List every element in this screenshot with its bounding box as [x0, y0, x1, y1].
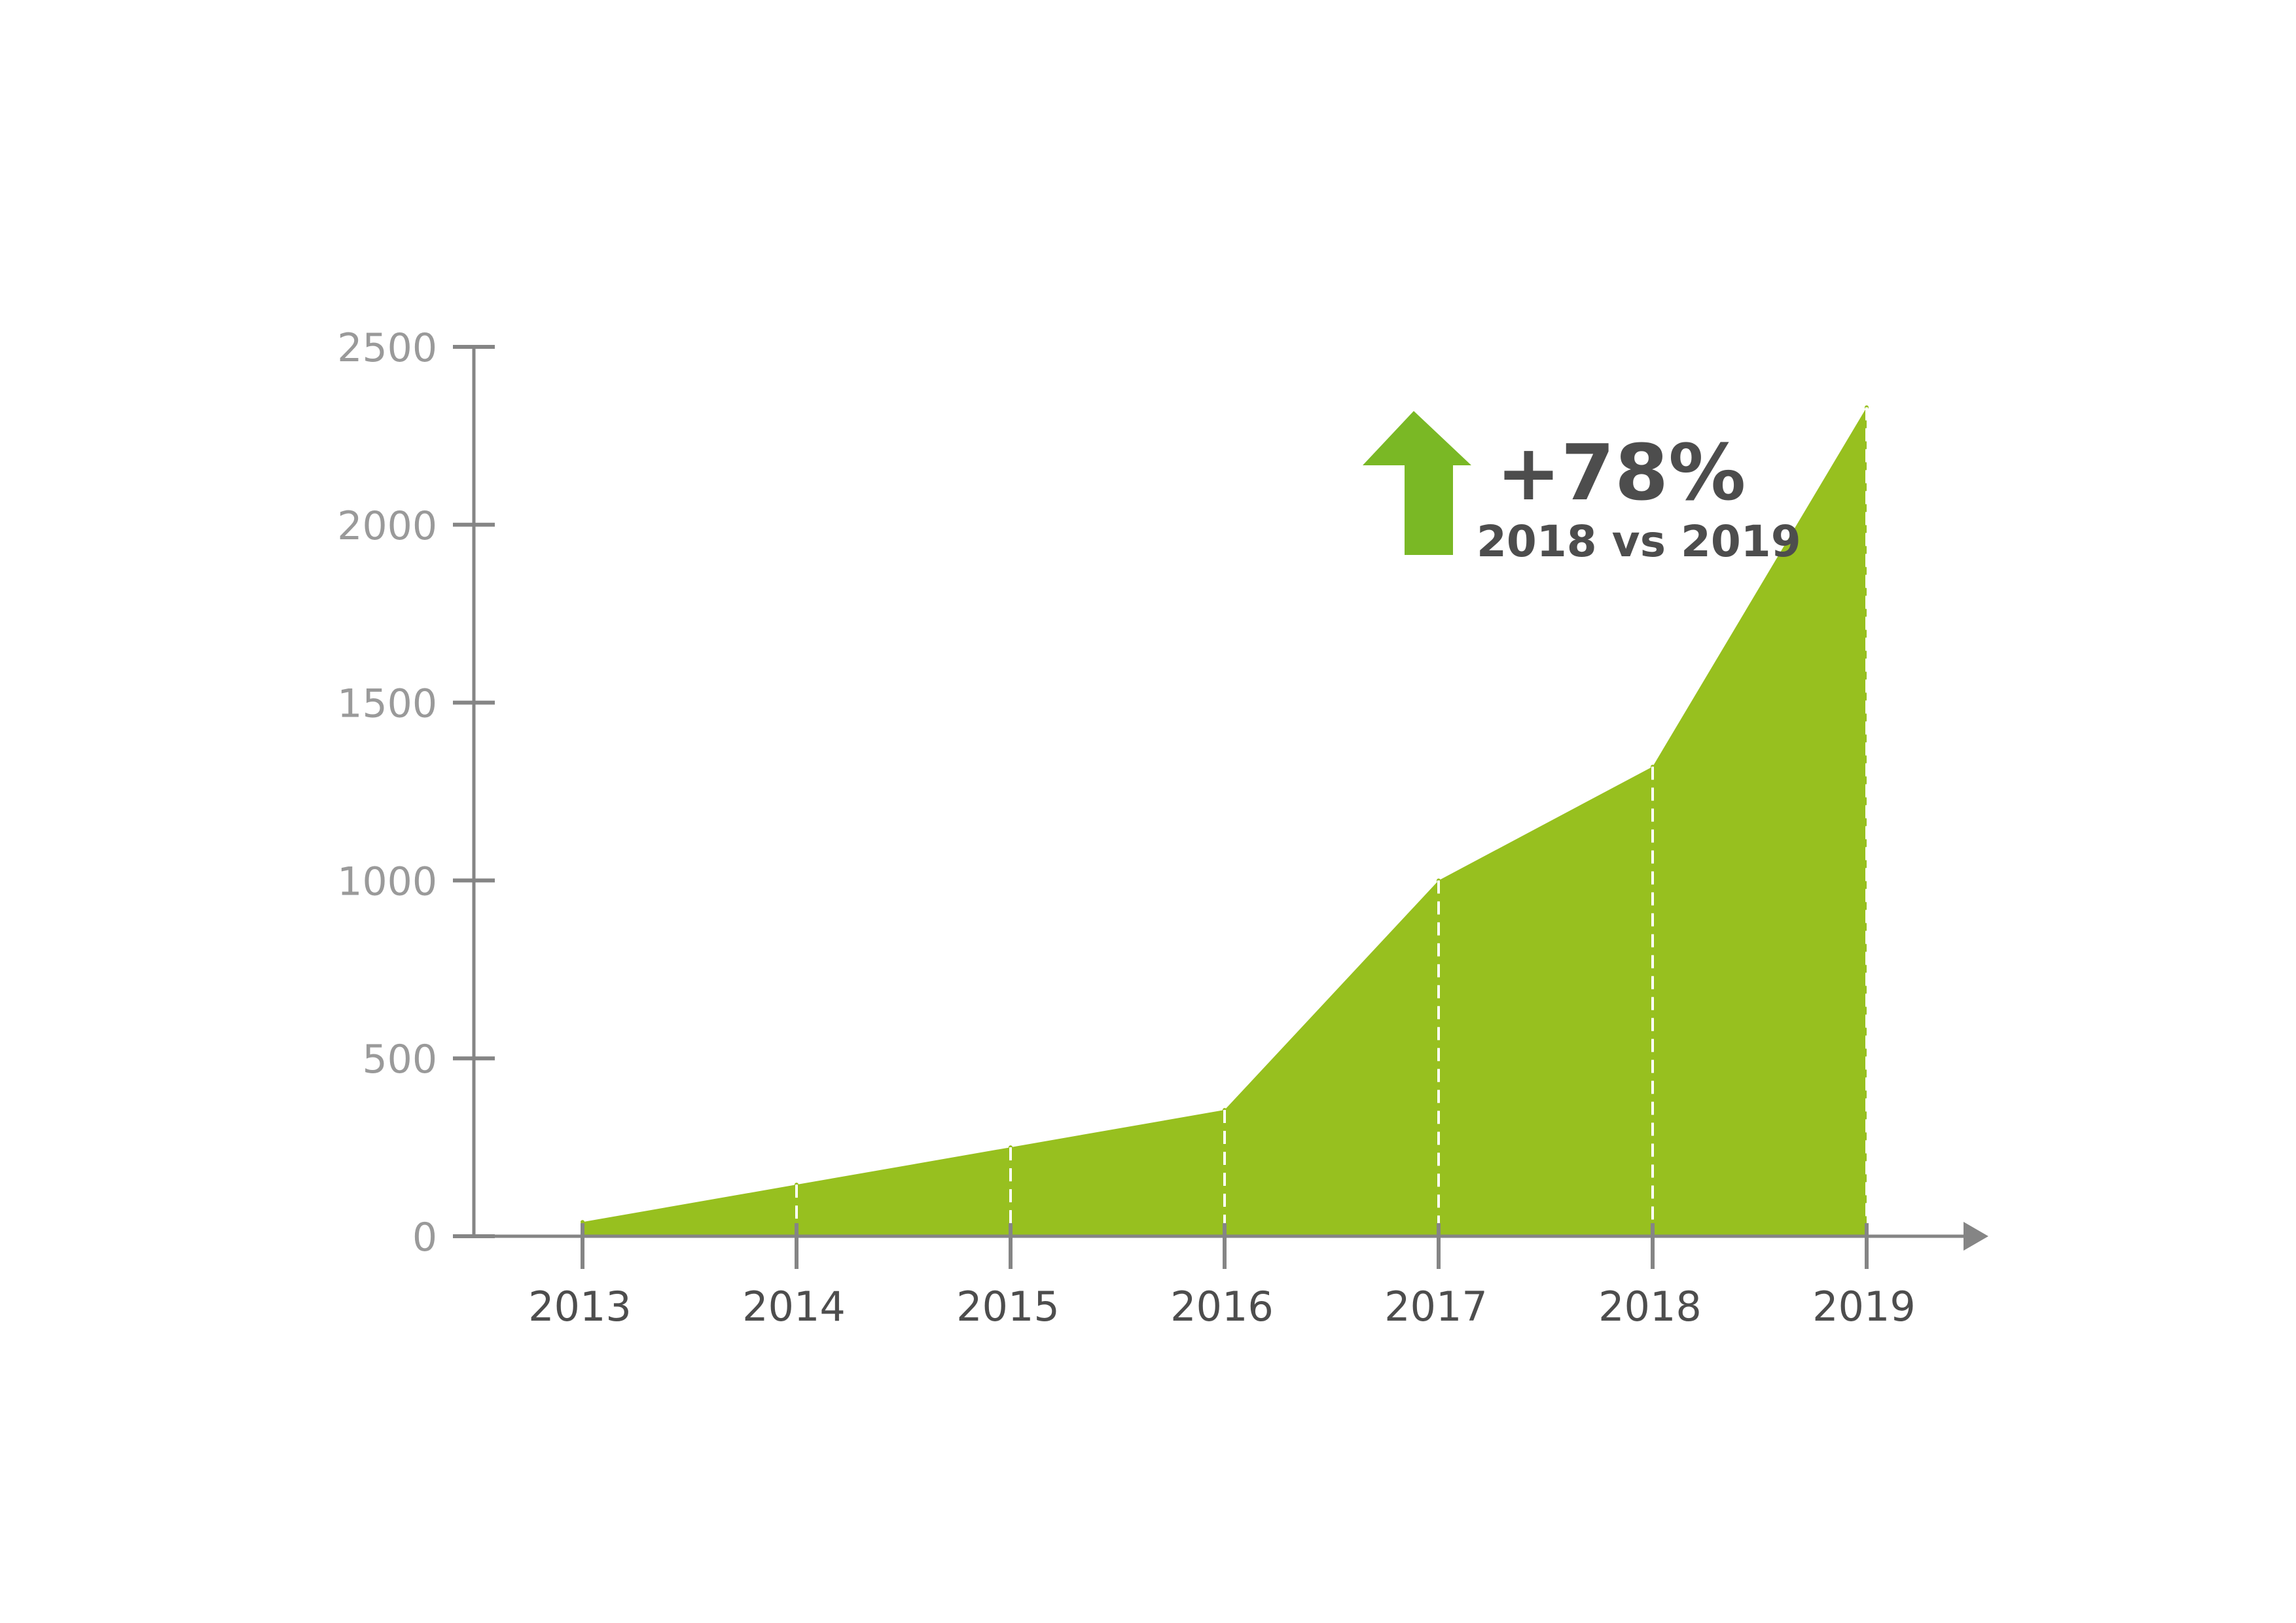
x-tick-label: 2018: [1598, 1283, 1702, 1330]
growth-value: +78%: [1496, 427, 1746, 518]
growth-callout: +78% 2018 vs 2019: [1363, 411, 1801, 567]
growth-comparison-label: 2018 vs 2019: [1477, 516, 1801, 567]
x-tick-label: 2017: [1384, 1283, 1488, 1330]
data-point-2013: [581, 1220, 584, 1224]
area-series: [583, 407, 1867, 1236]
y-tick-label: 1500: [337, 681, 437, 727]
x-tick-label: 2013: [528, 1283, 632, 1330]
x-tick-label: 2014: [742, 1283, 846, 1330]
x-axis-arrowhead-icon: [1964, 1222, 1988, 1251]
y-tick-label: 500: [362, 1037, 437, 1082]
up-arrow-icon: [1363, 411, 1471, 555]
x-tick-label: 2019: [1812, 1283, 1916, 1330]
y-tick-label: 2000: [337, 503, 437, 549]
y-tick-label: 2500: [337, 325, 437, 371]
y-tick-label: 0: [412, 1215, 437, 1260]
x-ticks: 2013 2014 2015 2016 2017 2018 2019: [528, 1223, 1916, 1330]
x-tick-label: 2015: [956, 1283, 1060, 1330]
y-tick-label: 1000: [337, 859, 437, 904]
y-ticks: 0 500 1000 1500 2000 2500: [337, 325, 495, 1260]
x-tick-label: 2016: [1170, 1283, 1274, 1330]
